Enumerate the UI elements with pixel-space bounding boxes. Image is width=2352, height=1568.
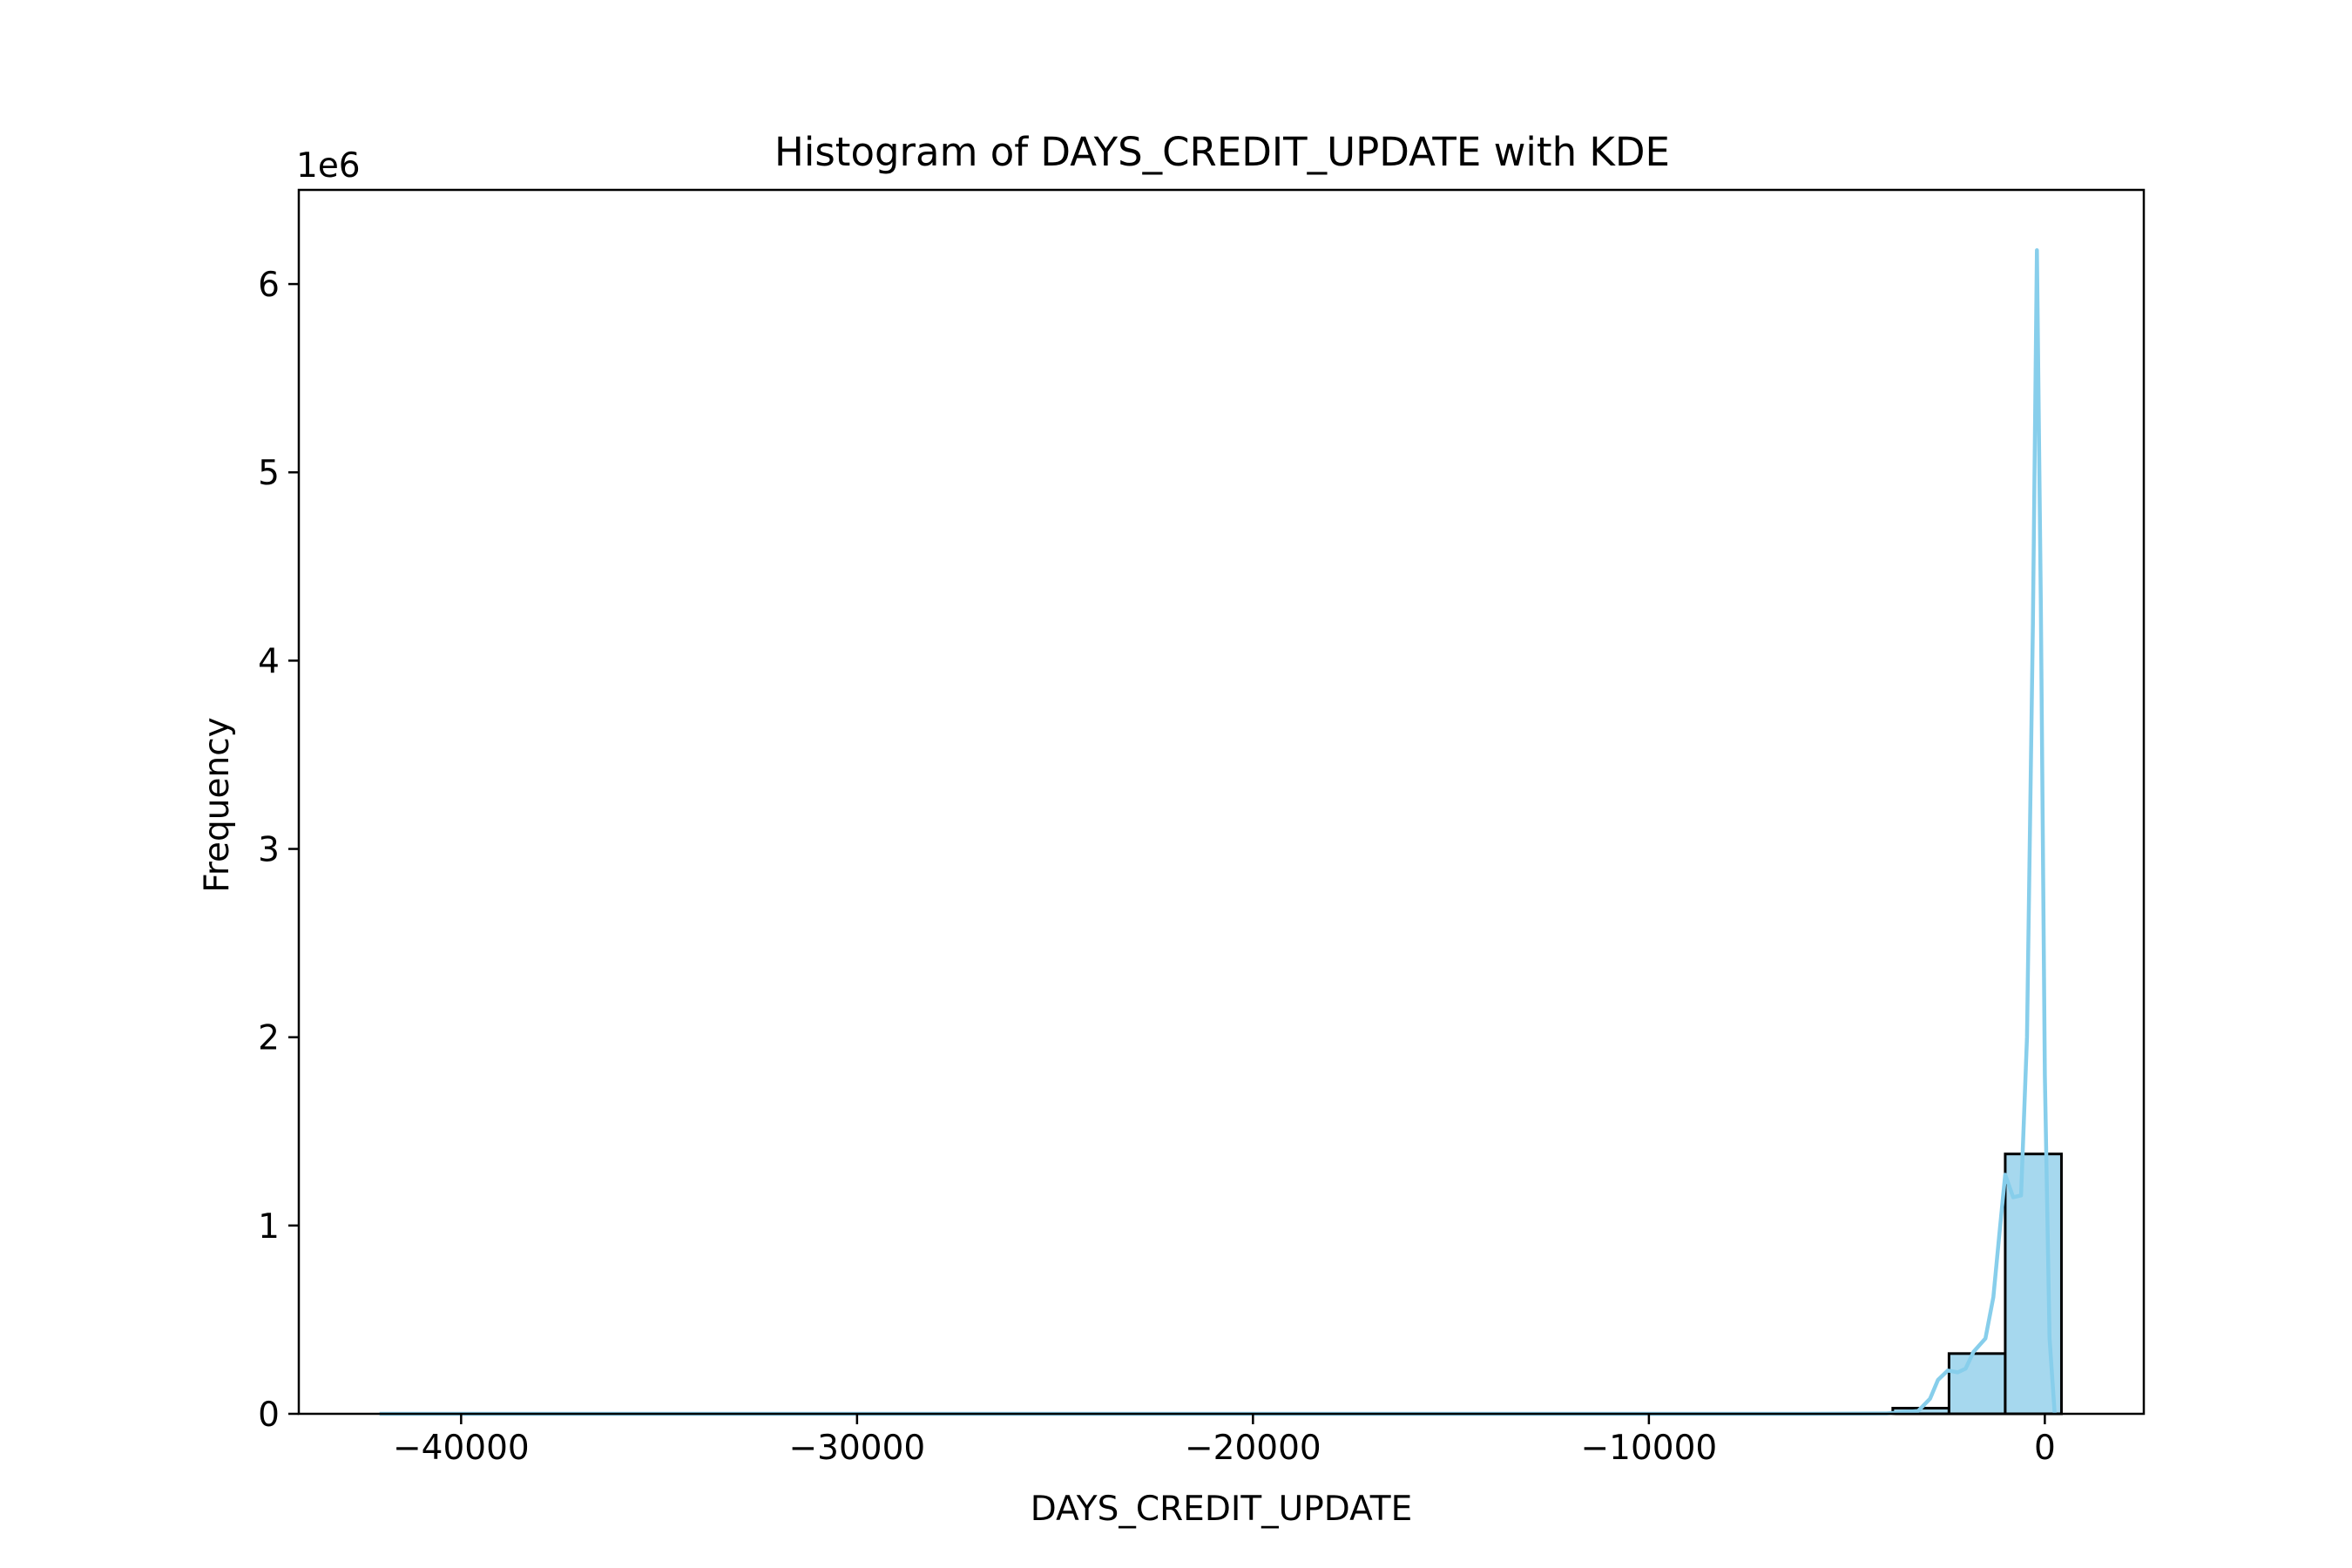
chart-title: Histogram of DAYS_CREDIT_UPDATE with KDE xyxy=(774,129,1670,175)
y-tick-label: 6 xyxy=(258,266,280,305)
y-tick-label: 0 xyxy=(258,1396,280,1435)
y-tick-label: 5 xyxy=(258,454,280,493)
x-tick-label: −40000 xyxy=(393,1429,530,1468)
x-axis-label: DAYS_CREDIT_UPDATE xyxy=(1031,1490,1412,1529)
y-tick-label: 4 xyxy=(258,642,280,681)
plot-frame xyxy=(297,188,2146,1416)
x-tick-label: −10000 xyxy=(1580,1429,1717,1468)
y-axis-label: Frequency xyxy=(198,717,237,892)
x-tick-label: 0 xyxy=(2034,1429,2056,1468)
y-tick-label: 1 xyxy=(258,1207,280,1247)
x-tick-label: −30000 xyxy=(788,1429,925,1468)
y-axis: 0 1 2 3 4 5 6 xyxy=(258,266,299,1435)
histogram-bar xyxy=(1947,1352,2007,1416)
y-tick-label: 3 xyxy=(258,831,280,870)
y-tick-label: 2 xyxy=(258,1019,280,1058)
x-axis: −40000 −30000 −20000 −10000 0 xyxy=(393,1414,2056,1468)
kde-layer xyxy=(379,247,2057,1416)
kde-line xyxy=(379,247,2057,1416)
histogram-bars xyxy=(379,1152,2063,1416)
x-tick-label: −20000 xyxy=(1185,1429,1321,1468)
y-axis-offset-label: 1e6 xyxy=(296,146,361,186)
